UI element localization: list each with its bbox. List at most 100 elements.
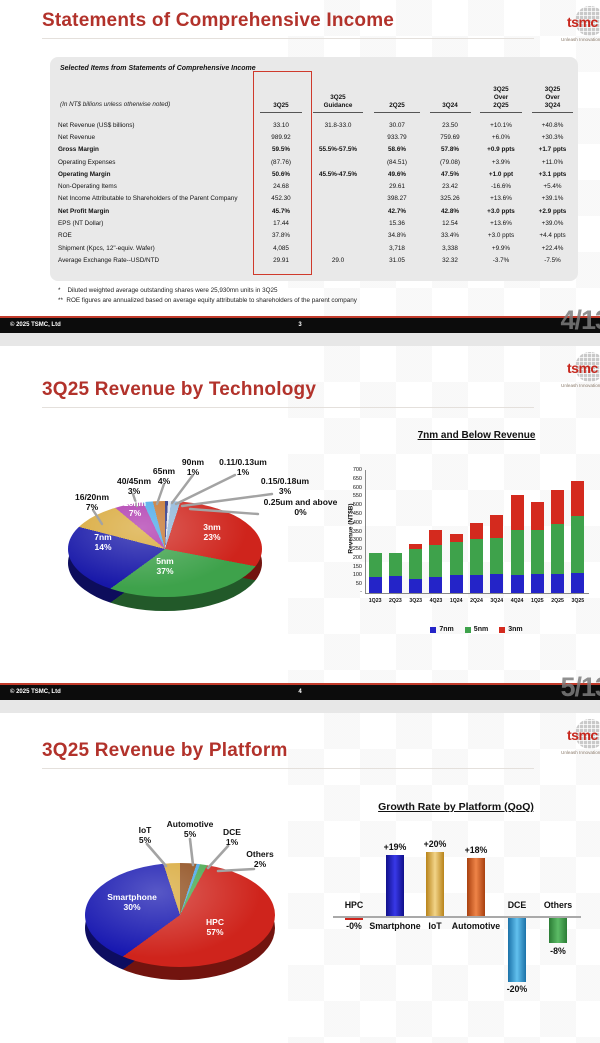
bar-segment-7nm: [551, 573, 565, 593]
growth-bar-Automotive: [467, 858, 485, 916]
growth-bar-IoT: [426, 851, 444, 916]
page-title: Statements of Comprehensive Income: [42, 10, 534, 39]
income-table-rows: Net Revenue (US$ billions) 33.10 31.8-33.0…: [50, 119, 578, 267]
cell-value: 17.44: [273, 220, 289, 228]
legend-item-3nm: 3nm: [499, 626, 523, 633]
bar-segment-3nm: [409, 543, 423, 550]
cell-value: +1.7 ppts: [538, 146, 567, 154]
legend-swatch: [464, 626, 471, 633]
table-row: Operating Margin 50.6% 45.5%-47.5% 49.6% 47.…: [50, 168, 578, 180]
bar-segment-3nm: [449, 534, 463, 543]
pie-label-5nm: 5nm 37%: [156, 556, 174, 577]
y-axis-tick: 300: [352, 537, 362, 544]
pie-label-iot: IoT 5%: [138, 825, 152, 846]
slide-revenue-by-technology: 3Q25 Revenue by Technology tsmc Unleash …: [0, 346, 600, 700]
tsmc-logo: tsmc Unleash Innovation: [561, 352, 600, 392]
cell-value: 33.4%: [441, 232, 459, 240]
bar-segment-5nm: [429, 544, 443, 578]
cell-value: 42.7%: [388, 207, 406, 215]
bar-segment-3nm: [429, 529, 443, 545]
cell-value: +2.9 ppts: [538, 207, 567, 215]
row-label: Non-Operating Items: [58, 183, 117, 191]
growth-bar-HPC: [345, 917, 363, 920]
growth-value-label: +19%: [383, 841, 407, 852]
cell-value: 47.5%: [441, 170, 459, 178]
pie-label-7nm: 7nm 14%: [94, 532, 112, 553]
pie-label-3nm: 3nm 23%: [203, 522, 221, 543]
x-axis-tick: 1Q24: [449, 598, 463, 604]
income-table-header: 3Q25 3Q25 Guidance 2Q25 3Q24 3Q25 Over 2Q25 3…: [50, 69, 578, 113]
pie-label-011-013um: 0.11/0.13um 1%: [219, 457, 267, 478]
y-axis-tick: 50: [355, 581, 362, 588]
row-label: ROE: [58, 232, 72, 240]
row-label: Gross Margin: [58, 146, 99, 154]
cell-value: +0.9 ppts: [487, 146, 515, 154]
cell-value: 55.5%-57.5%: [318, 146, 358, 154]
legend-swatch: [499, 626, 506, 633]
growth-value-label: -0%: [346, 921, 362, 931]
bar-segment-7nm: [368, 577, 382, 593]
growth-category-label: Automotive: [451, 921, 501, 931]
cell-value: +39.1%: [541, 195, 564, 203]
bar-segment-7nm: [510, 574, 524, 593]
table-row: Average Exchange Rate--USD/NTD 29.91 29.0 3…: [50, 254, 578, 266]
growth-bar-DCE: [508, 917, 526, 982]
cell-value: 31.05: [389, 256, 405, 264]
column-header: 3Q25 Over 2Q25: [475, 86, 527, 113]
cell-value: 989.92: [271, 133, 291, 141]
bar-segment-5nm: [368, 552, 382, 578]
cell-value: 933.79: [387, 133, 407, 141]
growth-bar-Smartphone: [386, 854, 404, 916]
technology-pie-chart: [68, 501, 262, 613]
income-statement-table: Selected Items from Statements of Compre…: [50, 57, 578, 281]
y-axis-tick: 700: [352, 467, 362, 473]
column-header: 2Q25: [369, 102, 425, 113]
cell-value: 3,718: [389, 244, 405, 252]
cell-value: 31.8-33.0: [324, 121, 352, 129]
x-axis-tick: 4Q24: [510, 598, 524, 604]
y-axis-tick: 650: [352, 475, 362, 482]
x-axis-tick: 3Q24: [490, 598, 504, 604]
table-row: Net Revenue (US$ billions) 33.10 31.8-33.0…: [50, 119, 578, 131]
bar-segment-7nm: [409, 578, 423, 593]
pie-label-65nm: 65nm 4%: [152, 466, 176, 487]
bar-segment-5nm: [510, 529, 524, 575]
cell-value: 32.32: [442, 256, 458, 264]
cell-value: 45.5%-47.5%: [318, 170, 358, 178]
cell-value: +13.6%: [490, 220, 512, 228]
cell-value: 23.50: [442, 121, 458, 129]
table-row: EPS (NT Dollar) 17.44 15.36 12.54 +13.6% +39.…: [50, 217, 578, 229]
pie-label-hpc: HPC 57%: [206, 917, 224, 938]
cell-value: 49.6%: [388, 170, 406, 178]
table-row: Net Income Attributable to Shareholders …: [50, 193, 578, 205]
cell-value: 23.42: [442, 183, 458, 191]
table-row: Operating Expenses (87.76) (84.51) (79.08) +…: [50, 156, 578, 168]
bar-segment-3nm: [571, 480, 585, 516]
cell-value: 45.7%: [272, 207, 290, 215]
cell-value: +30.3%: [541, 133, 564, 141]
slide-page-number: 4: [298, 689, 302, 695]
cell-value: +3.0 ppts: [487, 232, 515, 240]
stacked-revenue-chart: 7nm and Below Revenue Revenue (NT$B) 7nm…: [340, 430, 598, 644]
x-axis-tick: 2Q24: [470, 598, 483, 604]
bar-segment-7nm: [571, 572, 585, 593]
y-axis-tick: 250: [352, 546, 362, 553]
bar-segment-7nm: [530, 573, 544, 593]
pie-label-automotive: Automotive 5%: [166, 819, 214, 840]
column-header: 3Q25 Over 3Q24: [527, 86, 578, 113]
bar-segment-7nm: [449, 575, 463, 593]
cell-value: -16.6%: [490, 183, 512, 191]
table-row: Net Revenue 989.92 933.79 759.69 +6.0% +30.3%: [50, 131, 578, 143]
tsmc-wordmark: tsmc: [567, 360, 598, 376]
growth-bar-Others: [549, 917, 567, 944]
cell-value: 398.27: [387, 195, 407, 203]
cell-value: 759.69: [440, 133, 460, 141]
y-axis-tick: 100: [352, 572, 362, 579]
table-row: ROE 37.8% 34.8% 33.4% +3.0 ppts +4.4 ppts: [50, 230, 578, 242]
tsmc-wordmark: tsmc: [567, 727, 598, 743]
row-label: EPS (NT Dollar): [58, 220, 104, 228]
bar-segment-3nm: [551, 490, 565, 524]
table-row: Gross Margin 59.5% 55.5%-57.5% 58.6% 57.8% +0…: [50, 144, 578, 156]
pie-label-025um-above: 0.25um and above 0%: [263, 497, 338, 518]
footnote-2: ** ROE figures are annualized based on a…: [58, 297, 357, 304]
